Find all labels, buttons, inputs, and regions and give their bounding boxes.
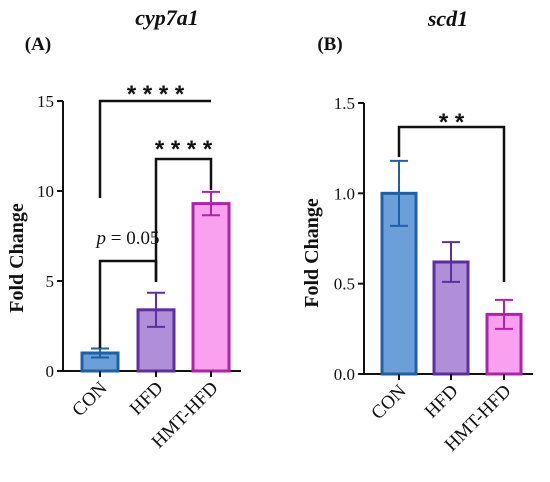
panel-label: (B)	[317, 34, 342, 55]
x-tick-label: HFD	[421, 381, 463, 423]
panel-label: (A)	[25, 34, 51, 55]
p-value-symbol: p	[95, 228, 107, 249]
p-value-text: = 0.05	[106, 228, 159, 249]
x-tick-label: HFD	[126, 378, 168, 420]
bar-hmt-hfd	[191, 202, 231, 373]
significance-stars: * * * *	[155, 136, 213, 163]
p-value-label: p = 0.05	[95, 228, 160, 249]
y-tick-label: 15	[37, 92, 54, 111]
y-tick-label: 0.5	[334, 275, 355, 294]
x-tick-label: CON	[367, 380, 410, 423]
y-tick-label: 0.0	[334, 365, 355, 384]
y-tick-label: 10	[37, 182, 54, 201]
y-tick-label: 5	[46, 272, 55, 291]
x-tick-label: CON	[68, 377, 111, 420]
significance-stars: * * * *	[127, 81, 185, 108]
significance-bracket	[98, 259, 158, 348]
chart-title: cyp7a1	[135, 5, 199, 30]
chart-title: scd1	[427, 6, 468, 31]
significance-bracket	[154, 157, 213, 281]
significance-bracket	[397, 125, 506, 282]
y-axis-label: Fold Change	[301, 198, 323, 308]
y-tick-label: 1.0	[334, 184, 355, 203]
bar-hfd	[136, 308, 176, 373]
significance-bracket	[98, 99, 211, 198]
significance-stars: * *	[439, 109, 465, 136]
y-axis-label: Fold Change	[6, 203, 28, 313]
y-tick-label: 1.5	[334, 94, 355, 113]
y-tick-label: 0	[46, 362, 55, 381]
